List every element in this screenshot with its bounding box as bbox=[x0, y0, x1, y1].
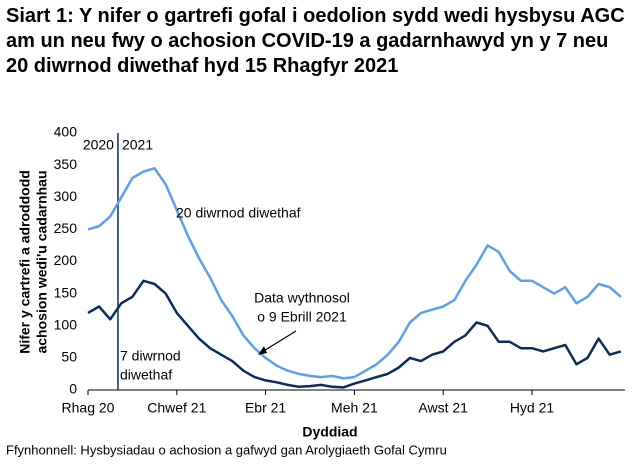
source: Ffynhonnell: Hysbysiadau o achosion a ga… bbox=[6, 442, 447, 457]
x-tick-label: Rhag 20 bbox=[62, 400, 115, 416]
x-axis-label: Dyddiad bbox=[302, 424, 357, 440]
year-label: 2021 bbox=[122, 137, 153, 153]
y-axis-label-line: achosion wedi'u cadarnhau bbox=[34, 170, 50, 353]
y-axis-label-line: Nifer y cartrefi a adroddodd bbox=[17, 170, 33, 354]
chart-title: Siart 1: Y nifer o gartrefi gofal i oedo… bbox=[6, 5, 625, 77]
x-tick-label: Hyd 21 bbox=[510, 400, 555, 416]
x-tick-label: Meh 21 bbox=[331, 400, 378, 416]
annotation: 20 diwrnod diwethaf bbox=[176, 205, 301, 221]
series-line bbox=[87, 279, 622, 389]
annotation-arrow bbox=[261, 330, 297, 353]
y-axis-label: Nifer y cartrefi a adroddodd achosion we… bbox=[17, 170, 50, 354]
annotation-arrowhead bbox=[258, 346, 267, 355]
x-tick-label: Chwef 21 bbox=[147, 400, 206, 416]
annotation: o 9 Ebrill 2021 bbox=[257, 309, 347, 325]
y-tick-label: 350 bbox=[54, 156, 78, 172]
annotation: diwethaf bbox=[120, 367, 172, 383]
y-tick-label: 250 bbox=[54, 220, 78, 236]
y-tick-label: 0 bbox=[69, 381, 77, 397]
y-tick-label: 200 bbox=[54, 252, 78, 268]
y-tick-label: 300 bbox=[54, 188, 78, 204]
series-line bbox=[87, 167, 622, 380]
y-tick-label: 50 bbox=[61, 349, 77, 365]
annotation: Data wythnosol bbox=[254, 290, 350, 306]
y-tick-label: 100 bbox=[54, 316, 78, 332]
x-tick-label: Ebr 21 bbox=[245, 400, 286, 416]
annotation: 7 diwrnod bbox=[120, 348, 181, 364]
year-label: 2020 bbox=[83, 137, 114, 153]
y-tick-label: 400 bbox=[54, 124, 78, 140]
y-tick-label: 150 bbox=[54, 284, 78, 300]
x-tick-label: Awst 21 bbox=[418, 400, 468, 416]
